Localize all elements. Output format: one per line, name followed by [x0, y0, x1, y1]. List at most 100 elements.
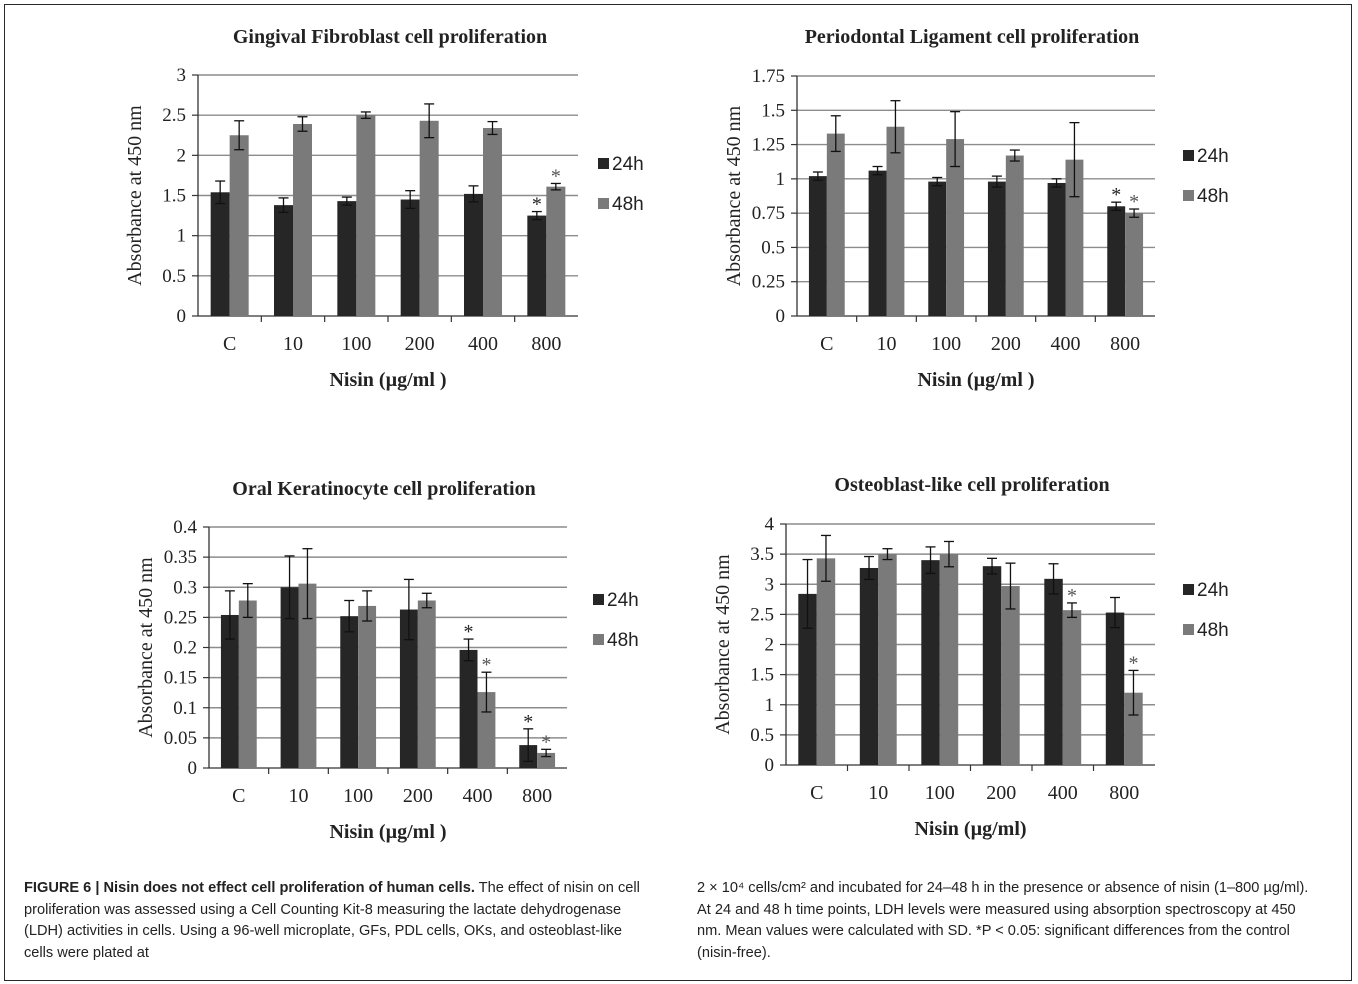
x-tick-label: 10 — [868, 782, 888, 804]
significance-marker: * — [551, 165, 561, 187]
bar-24h-10 — [859, 567, 879, 765]
figure-caption-right: 2 × 10⁴ cells/cm² and incubated for 24–4… — [697, 878, 1322, 964]
x-tick-label: 800 — [1110, 333, 1140, 355]
x-tick-label: 400 — [1051, 333, 1081, 355]
y-tick-label: 2.5 — [162, 105, 186, 126]
x-tick-label: 100 — [343, 785, 373, 807]
y-tick-label: 0.5 — [162, 266, 186, 287]
x-axis-label: Nisin (µg/ml) — [914, 818, 1026, 840]
bar-24h-100 — [337, 201, 357, 316]
legend-swatch-48h — [598, 198, 609, 209]
y-tick-label: 0 — [776, 306, 786, 327]
legend-label-48h: 48h — [607, 630, 639, 651]
significance-marker: * — [481, 654, 491, 676]
bar-24h-200 — [399, 609, 418, 768]
x-tick-label: 10 — [877, 333, 897, 355]
y-tick-label: 0.25 — [164, 607, 197, 628]
y-tick-label: 0 — [188, 758, 198, 779]
legend-swatch-24h — [593, 594, 604, 605]
significance-marker: * — [523, 711, 533, 733]
y-tick-label: 0.4 — [173, 517, 197, 538]
bar-24h-200 — [987, 181, 1006, 316]
bar-24h-C — [808, 176, 827, 316]
figure-frame — [4, 4, 1352, 981]
y-tick-label: 0.1 — [173, 698, 197, 719]
y-tick-label: 0.75 — [752, 203, 785, 224]
y-tick-label: 1 — [776, 169, 786, 190]
y-tick-label: 0.35 — [164, 547, 197, 568]
significance-marker: * — [1067, 585, 1077, 607]
y-tick-label: 2 — [177, 145, 187, 166]
legend-label-48h: 48h — [1197, 186, 1229, 207]
bar-48h-400 — [483, 128, 502, 316]
x-tick-label: 200 — [986, 782, 1016, 804]
bar-24h-C — [798, 593, 817, 765]
y-tick-label: 1.5 — [162, 186, 186, 207]
bar-48h-800 — [1125, 213, 1144, 316]
y-axis-label: Absorbance at 450 nm — [712, 554, 734, 735]
bar-48h-100 — [356, 115, 376, 317]
caption-right-text: 2 × 10⁴ cells/cm² and incubated for 24–4… — [697, 880, 1309, 961]
legend-label-24h: 24h — [1197, 580, 1229, 601]
bar-48h-200 — [417, 600, 436, 768]
x-tick-label: 100 — [341, 333, 371, 355]
bar-48h-C — [229, 135, 249, 316]
y-axis-label: Absorbance at 450 nm — [124, 105, 146, 286]
y-tick-label: 0 — [177, 306, 187, 327]
x-tick-label: 800 — [531, 333, 561, 355]
y-tick-label: 2.5 — [750, 604, 774, 625]
bar-24h-100 — [340, 616, 359, 768]
bar-48h-200 — [419, 120, 439, 316]
bar-48h-800 — [546, 186, 566, 316]
bar-24h-100 — [928, 181, 947, 316]
bar-48h-200 — [1001, 586, 1020, 765]
bar-48h-100 — [358, 605, 377, 768]
y-tick-label: 0 — [765, 755, 775, 776]
caption-left-text: The effect of nisin on cell proliferatio… — [24, 880, 640, 961]
x-tick-label: 100 — [931, 333, 961, 355]
x-tick-label: 400 — [463, 785, 493, 807]
bar-24h-800 — [527, 215, 547, 316]
bar-48h-400 — [477, 692, 496, 768]
y-tick-label: 3 — [177, 65, 187, 86]
chart-osteoblast-like: Osteoblast-like cell proliferation 0 0.5 1 1… — [0, 0, 1229, 840]
bar-48h-100 — [939, 554, 959, 765]
bar-24h-400 — [1047, 182, 1066, 316]
significance-marker: * — [532, 194, 542, 216]
bar-48h-10 — [886, 126, 905, 316]
significance-marker: * — [541, 731, 551, 753]
x-tick-label: C — [232, 785, 245, 807]
legend-swatch-24h — [1183, 584, 1194, 595]
y-tick-label: 3.5 — [750, 544, 774, 565]
bar-48h-200 — [1005, 155, 1024, 316]
chart-title: Osteoblast-like cell proliferation — [834, 474, 1109, 496]
bar-24h-10 — [280, 587, 299, 768]
figure-caption-left: FIGURE 6 | Nisin does not effect cell pr… — [24, 878, 649, 964]
legend-swatch-48h — [593, 634, 604, 645]
y-tick-label: 1.75 — [752, 66, 785, 87]
bar-24h-200 — [400, 199, 420, 316]
significance-marker: * — [1128, 652, 1138, 674]
bar-48h-C — [826, 133, 845, 316]
legend-swatch-24h — [1183, 150, 1194, 161]
legend-swatch-48h — [1183, 624, 1194, 635]
legend-label-48h: 48h — [1197, 620, 1229, 641]
significance-marker: * — [464, 621, 474, 643]
legend-label-24h: 24h — [1197, 146, 1229, 167]
bar-48h-10 — [878, 554, 897, 765]
y-tick-label: 1 — [177, 226, 187, 247]
y-tick-label: 0.5 — [761, 237, 785, 258]
bar-24h-200 — [982, 566, 1002, 765]
bar-48h-C — [238, 600, 257, 768]
bar-24h-100 — [921, 560, 940, 765]
y-tick-label: 2 — [765, 635, 775, 656]
significance-marker: * — [1129, 191, 1139, 213]
x-tick-label: C — [820, 333, 833, 355]
y-axis-label: Absorbance at 450 nm — [135, 557, 157, 738]
bar-48h-10 — [293, 124, 312, 317]
legend-label-24h: 24h — [612, 154, 644, 175]
bar-24h-C — [220, 614, 239, 768]
